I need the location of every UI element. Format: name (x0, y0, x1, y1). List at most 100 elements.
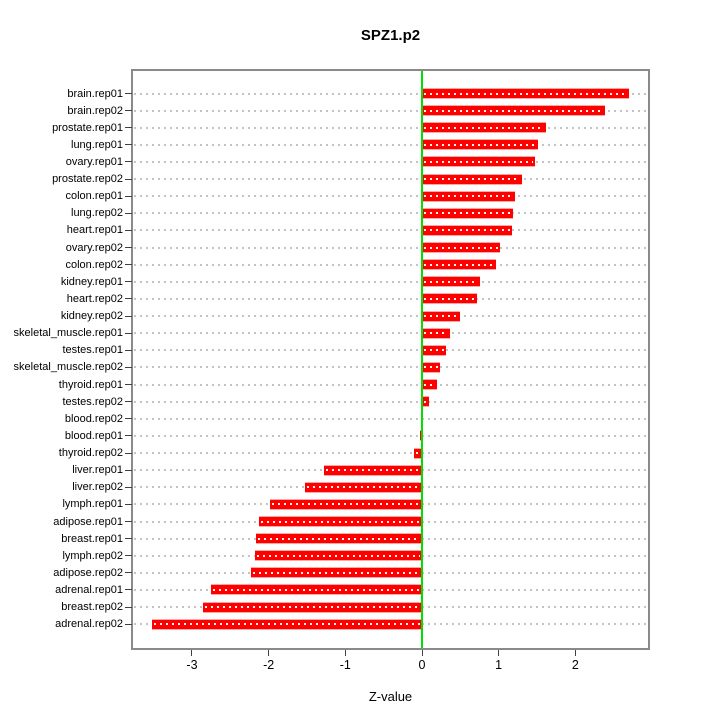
bar (152, 619, 422, 629)
y-axis-label: breast.rep02 (61, 601, 123, 614)
bar-dash-pattern (253, 571, 420, 574)
y-axis-label: heart.rep01 (66, 224, 123, 237)
y-axis-tick (125, 503, 132, 505)
y-axis-label: lung.rep01 (71, 138, 123, 151)
bar (422, 345, 446, 355)
y-axis-tick (125, 247, 132, 249)
y-axis-label: kidney.rep02 (60, 310, 123, 323)
y-axis-tick (125, 623, 132, 625)
y-axis-label: breast.rep01 (61, 532, 123, 545)
bar-dash-pattern (424, 280, 479, 283)
bar-dash-pattern (154, 623, 420, 626)
x-axis-tick (268, 650, 270, 656)
y-axis-label: kidney.rep01 (60, 275, 123, 288)
y-axis-label: skeletal_muscle.rep01 (13, 327, 123, 340)
bar-dash-pattern (272, 503, 420, 506)
y-axis-label: liver.rep02 (72, 481, 123, 494)
bar-dash-pattern (204, 606, 420, 609)
x-axis-tick (498, 650, 500, 656)
y-axis-tick (125, 349, 132, 351)
grid-line (134, 92, 647, 95)
y-axis-tick (125, 315, 132, 317)
y-axis-tick (125, 435, 132, 437)
y-axis-tick (125, 281, 132, 283)
y-axis-label: testes.rep01 (62, 344, 123, 357)
grid-line (134, 400, 647, 403)
x-axis-tick-label: 1 (495, 658, 503, 672)
bar-dash-pattern (424, 332, 448, 335)
y-axis-label: blood.rep01 (64, 429, 123, 442)
grid-line (134, 332, 647, 335)
bar (422, 123, 547, 133)
bar (422, 294, 478, 304)
bar (422, 157, 536, 167)
x-axis-tick-label: -3 (186, 658, 198, 672)
x-axis-tick-label: 0 (418, 658, 426, 672)
bar-dash-pattern (424, 246, 499, 249)
grid-line (134, 178, 647, 181)
y-axis-tick (125, 93, 132, 94)
y-axis-label: adrenal.rep01 (55, 583, 123, 596)
bar-dash-pattern (424, 366, 438, 369)
y-axis-label: colon.rep02 (65, 258, 124, 271)
y-axis-tick (125, 212, 132, 214)
y-axis-label: adipose.rep01 (53, 515, 123, 528)
grid-line (134, 143, 647, 146)
y-axis-label: adipose.rep02 (53, 566, 123, 579)
bar-dash-pattern (261, 520, 420, 523)
y-axis-tick (125, 538, 132, 540)
y-axis-label: brain.rep02 (67, 104, 123, 117)
y-axis-tick (125, 486, 132, 488)
grid-line (134, 212, 647, 215)
bar (422, 191, 515, 201)
y-axis-tick (125, 110, 132, 112)
bar (256, 534, 422, 544)
grid-line (134, 366, 647, 369)
x-axis-tick-label: -1 (339, 658, 351, 672)
grid-line (134, 160, 647, 163)
bar (202, 602, 422, 612)
bar (422, 260, 496, 270)
x-axis-tick (421, 650, 423, 656)
bar-dash-pattern (307, 486, 420, 489)
y-axis-tick (125, 264, 132, 266)
y-axis-tick (125, 469, 132, 471)
grid-line (134, 109, 647, 112)
y-axis-tick (125, 589, 132, 591)
bar-dash-pattern (424, 92, 627, 95)
y-axis-label: liver.rep01 (72, 464, 123, 477)
y-axis-label: brain.rep01 (67, 87, 123, 100)
y-axis-label: ovary.rep02 (65, 241, 123, 254)
x-axis-title: Z-value (368, 689, 413, 704)
grid-line (134, 126, 647, 129)
y-axis-tick (125, 298, 132, 300)
grid-line (134, 434, 647, 437)
bar (413, 448, 422, 458)
y-axis-tick (125, 572, 132, 574)
bar-dash-pattern (424, 109, 604, 112)
x-axis-tick (574, 650, 576, 656)
zero-reference-line (421, 71, 423, 648)
bar-dash-pattern (424, 315, 459, 318)
y-axis-tick (125, 178, 132, 180)
bar-dash-pattern (325, 469, 420, 472)
y-axis-tick (125, 401, 132, 403)
bar (422, 311, 461, 321)
bar-dash-pattern (424, 297, 476, 300)
grid-line (134, 280, 647, 283)
y-axis-label: testes.rep02 (62, 395, 123, 408)
y-axis-label: lymph.rep01 (62, 498, 123, 511)
bar-dash-pattern (424, 178, 521, 181)
y-axis-label: skeletal_muscle.rep02 (13, 361, 123, 374)
bar (422, 397, 429, 407)
y-axis-label: lymph.rep02 (62, 549, 123, 562)
bar-dash-pattern (424, 126, 545, 129)
bar (305, 482, 422, 492)
y-axis-tick (125, 418, 132, 420)
y-axis-tick (125, 452, 132, 454)
bar (422, 208, 514, 218)
bar-dash-pattern (256, 554, 420, 557)
bar (422, 380, 438, 390)
bar-dash-pattern (424, 383, 436, 386)
